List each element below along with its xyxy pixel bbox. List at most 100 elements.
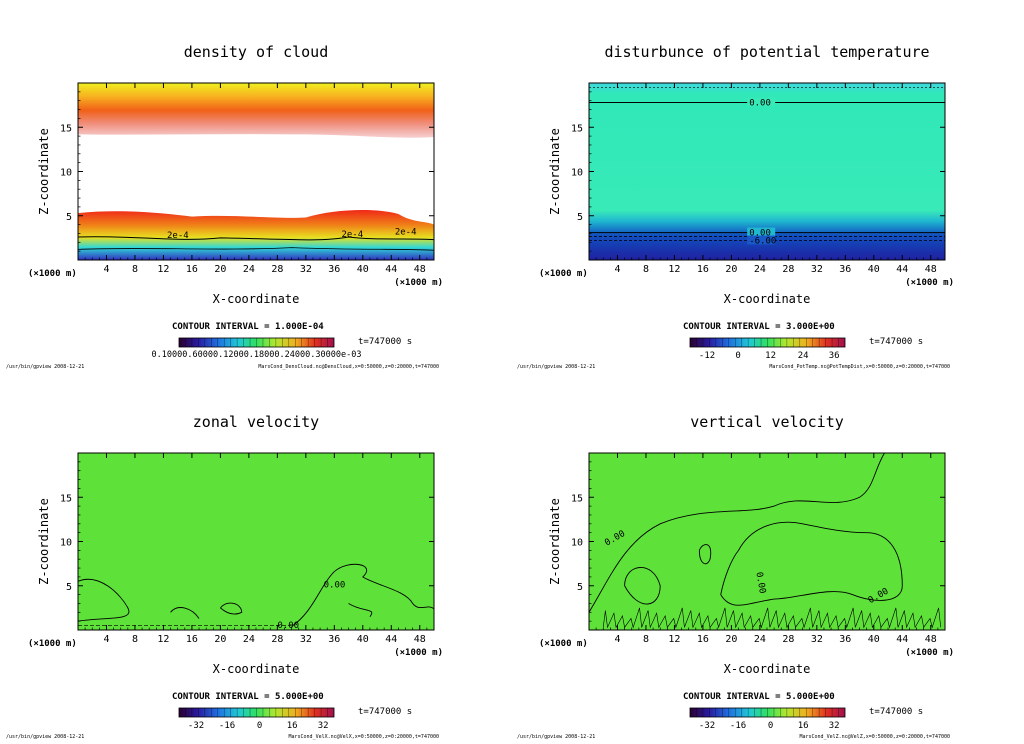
- colorbar-tick-label: -16: [219, 721, 235, 731]
- x-tick-label: 8: [643, 264, 649, 275]
- x-tick-label: 20: [214, 264, 226, 275]
- contour-label: -6.00: [749, 237, 776, 247]
- x-tick-label: 44: [385, 634, 397, 645]
- x-tick-label: 16: [186, 634, 198, 645]
- colorbar-tick-label: -32: [188, 721, 204, 731]
- x-tick-label: 32: [811, 634, 823, 645]
- footer-left: /usr/bin/gpview 2008-12-21: [6, 734, 84, 740]
- contour-line: [77, 579, 130, 622]
- upper-cloud-layer: [78, 83, 434, 138]
- colorbar-tick-label: 32: [829, 721, 840, 731]
- x-unit-label: (×1000 m): [394, 278, 443, 288]
- colorbar-tick-label: 36: [829, 351, 840, 361]
- x-tick-label: 24: [243, 634, 255, 645]
- x-tick-label: 40: [357, 264, 369, 275]
- x-tick-label: 20: [214, 634, 226, 645]
- footer-left: /usr/bin/gpview 2008-12-21: [517, 364, 595, 370]
- contour-interval: CONTOUR INTERVAL = 5.000E+00: [172, 692, 324, 702]
- x-tick-label: 44: [896, 264, 908, 275]
- y-tick-label: 15: [571, 123, 583, 134]
- colorbar-tick-label: 0: [735, 351, 740, 361]
- contour-interval: CONTOUR INTERVAL = 1.000E-04: [172, 322, 324, 332]
- contour-line: [602, 607, 942, 629]
- panel-title: vertical velocity: [690, 413, 844, 431]
- contour-label-bg: [747, 235, 776, 245]
- footer-right: MarsCond_VelZ.nc@VelZ,x=0:50000,z=0:2000…: [799, 734, 950, 740]
- x-tick-label: 32: [300, 264, 312, 275]
- field-image: 0.00 0.00: [77, 453, 435, 631]
- contour-line: [624, 567, 661, 605]
- z-unit-label: (×1000 m): [28, 269, 77, 279]
- y-axis-label: Z-coordinate: [37, 498, 51, 585]
- x-unit-label: (×1000 m): [394, 648, 443, 658]
- y-axis-label: Z-coordinate: [548, 128, 562, 215]
- x-tick-label: 12: [157, 634, 169, 645]
- y-tick-label: 10: [571, 538, 583, 549]
- y-tick-label: 5: [577, 582, 583, 593]
- lower-cloud-layer: [78, 209, 434, 260]
- x-unit-label: (×1000 m): [905, 648, 954, 658]
- x-axis-label: X-coordinate: [724, 662, 811, 676]
- contour-line: [77, 247, 435, 251]
- y-tick-label: 10: [60, 168, 72, 179]
- contour-label: 0.00: [753, 571, 767, 594]
- contour-line: [77, 236, 435, 241]
- colorbar-tick-label: 0: [257, 721, 262, 731]
- contour-line: [220, 602, 243, 615]
- x-tick-label: 44: [385, 264, 397, 275]
- x-unit-label: (×1000 m): [905, 278, 954, 288]
- x-tick-label: 36: [328, 634, 340, 645]
- z-unit-label: (×1000 m): [28, 639, 77, 649]
- x-tick-label: 28: [271, 264, 283, 275]
- x-tick-label: 40: [357, 634, 369, 645]
- y-tick-label: 15: [60, 123, 72, 134]
- contour-line: [720, 521, 903, 606]
- x-tick-label: 36: [328, 264, 340, 275]
- y-tick-label: 15: [60, 493, 72, 504]
- x-tick-label: 20: [725, 264, 737, 275]
- field-image: 0.000.000.00: [588, 452, 945, 630]
- contour-interval: CONTOUR INTERVAL = 5.000E+00: [683, 692, 835, 702]
- time-label: t=747000 s: [358, 337, 412, 347]
- colorbar-tick-label: -12: [699, 351, 715, 361]
- x-tick-label: 24: [754, 264, 766, 275]
- x-tick-label: 20: [725, 634, 737, 645]
- y-tick-label: 5: [577, 212, 583, 223]
- contour-label-bg: [747, 97, 776, 107]
- footer-right: MarsCond_PotTemp.nc@PotTempDist,x=0:5000…: [769, 364, 950, 370]
- contour-label: 2e-4: [167, 231, 189, 241]
- x-tick-label: 12: [668, 264, 680, 275]
- x-tick-label: 48: [925, 634, 937, 645]
- time-label: t=747000 s: [869, 707, 923, 717]
- contour-label: 0.00: [324, 581, 346, 591]
- field-background: [78, 453, 434, 630]
- z-unit-label: (×1000 m): [539, 639, 588, 649]
- colorbar-tick-label: 0: [768, 721, 773, 731]
- x-tick-label: 4: [103, 634, 109, 645]
- y-tick-label: 10: [60, 538, 72, 549]
- contour-line: [348, 603, 373, 618]
- contour-label: 0.00: [277, 621, 299, 631]
- x-tick-label: 4: [614, 634, 620, 645]
- x-tick-label: 24: [754, 634, 766, 645]
- x-tick-label: 24: [243, 264, 255, 275]
- contour-line: [170, 607, 200, 619]
- y-tick-label: 5: [66, 212, 72, 223]
- contour-label: 2e-4: [395, 227, 417, 237]
- x-tick-label: 36: [839, 634, 851, 645]
- x-tick-label: 48: [414, 634, 426, 645]
- x-tick-label: 48: [925, 264, 937, 275]
- colorbar-tick-label: -16: [730, 721, 746, 731]
- x-tick-label: 8: [132, 634, 138, 645]
- x-tick-label: 48: [414, 264, 426, 275]
- y-tick-label: 5: [66, 582, 72, 593]
- x-tick-label: 4: [614, 264, 620, 275]
- x-tick-label: 4: [103, 264, 109, 275]
- colorbar-tick-label: -32: [699, 721, 715, 731]
- panel-title: zonal velocity: [193, 413, 319, 431]
- colorbar-tick-label: 16: [287, 721, 298, 731]
- contour-line: [291, 563, 435, 627]
- x-tick-label: 32: [300, 634, 312, 645]
